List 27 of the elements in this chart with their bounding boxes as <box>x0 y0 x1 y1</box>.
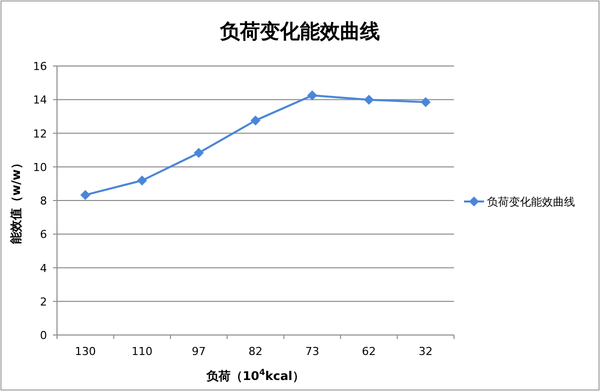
y-tick-label: 10 <box>33 160 47 174</box>
point <box>250 115 260 126</box>
y-tick-label: 8 <box>40 194 47 208</box>
x-tick-label: 110 <box>132 345 153 358</box>
y-tick-label: 0 <box>40 329 47 342</box>
y-tick-label: 4 <box>40 262 47 275</box>
x-tick-label: 130 <box>74 345 96 358</box>
x-tick-label: 73 <box>305 345 320 358</box>
y-tick-label: 12 <box>33 127 47 140</box>
y-tick-label: 16 <box>33 60 47 73</box>
chart-title: 负荷变化能效曲线 <box>219 19 380 43</box>
point <box>307 90 318 100</box>
x-tick-label: 62 <box>362 345 376 358</box>
x-axis-title: 负荷（10$^{4}$kcal） <box>206 367 304 383</box>
y-axis-title: 能效值（w/w） <box>9 157 23 244</box>
y-tick-label: 14 <box>33 94 47 107</box>
legend-label: 负荷变化能效曲线 <box>487 196 575 208</box>
y-tick-label: 2 <box>40 295 47 308</box>
x-tick-label: 97 <box>192 345 206 358</box>
point <box>137 175 148 186</box>
x-tick-label: 32 <box>418 345 433 358</box>
point <box>420 97 431 108</box>
point <box>194 148 204 158</box>
point <box>80 190 90 200</box>
y-tick-label: 6 <box>40 228 47 242</box>
point <box>364 94 374 105</box>
x-tick-label: 82 <box>248 345 262 358</box>
